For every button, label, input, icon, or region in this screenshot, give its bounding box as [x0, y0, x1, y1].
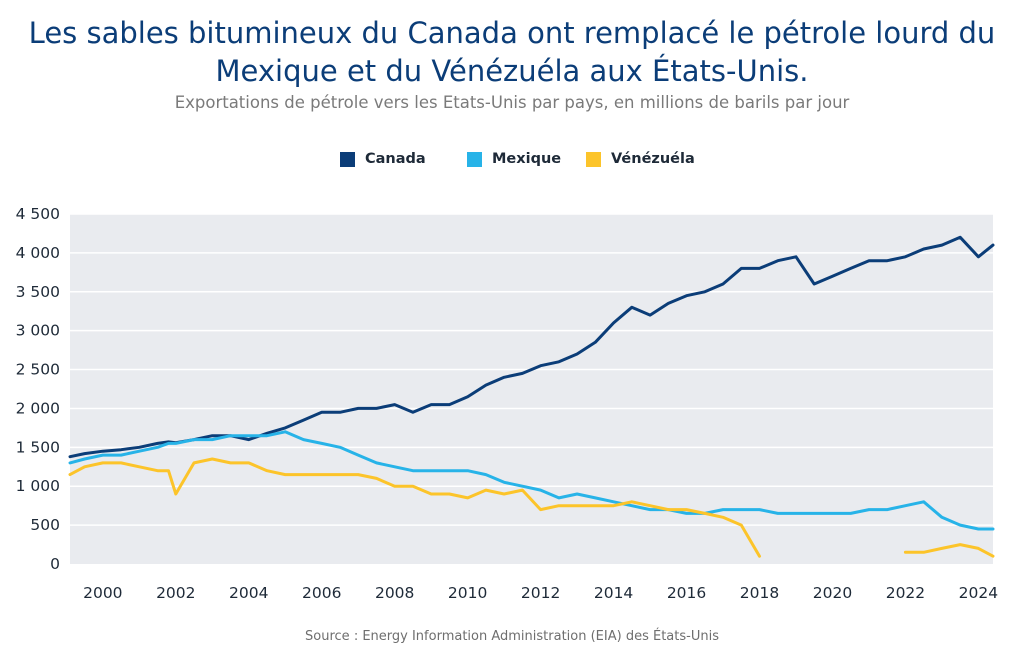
source-note: Source : Energy Information Administrati…: [305, 629, 719, 644]
chart-subtitle: Exportations de pétrole vers les Etats-U…: [174, 93, 850, 112]
y-tick-label: 3 500: [16, 283, 60, 301]
chart-legend: Canada Mexique Vénézuéla: [0, 148, 1024, 170]
legend-swatch-mexique: [467, 151, 482, 167]
legend-label-mexique: Mexique: [492, 151, 562, 167]
y-tick-label: 2 500: [16, 361, 60, 379]
x-tick-label: 2016: [667, 584, 706, 602]
legend-label-canada: Canada: [365, 151, 426, 167]
y-tick-label: 1 500: [16, 438, 60, 456]
y-tick-label: 1 000: [16, 477, 60, 495]
legend-item-venezuela: Vénézuéla: [586, 148, 695, 170]
x-tick-label: 2012: [521, 584, 560, 602]
legend-swatch-canada: [340, 151, 355, 167]
series-line-venezuela: [68, 457, 995, 558]
x-tick-label: 2022: [886, 584, 925, 602]
y-tick-label: 3 000: [16, 322, 60, 340]
series-line-mexique: [68, 430, 995, 531]
x-tick-label: 2020: [813, 584, 852, 602]
x-tick-label: 2000: [83, 584, 122, 602]
y-tick-label: 4 000: [16, 244, 60, 262]
y-tick-label: 500: [30, 516, 60, 534]
legend-item-mexique: Mexique: [467, 148, 561, 170]
chart-title: Les sables bitumineux du Canada ont remp…: [0, 14, 1024, 90]
x-tick-label: 2014: [594, 584, 633, 602]
x-tick-label: 2006: [302, 584, 341, 602]
x-tick-label: 2004: [229, 584, 268, 602]
series-line-canada: [68, 235, 995, 459]
legend-label-venezuela: Vénézuéla: [611, 151, 695, 167]
x-tick-label: 2024: [959, 584, 998, 602]
legend-item-canada: Canada: [340, 148, 426, 170]
x-tick-label: 2002: [156, 584, 195, 602]
y-tick-label: 0: [50, 555, 60, 573]
y-tick-label: 2 000: [16, 399, 60, 417]
x-tick-label: 2018: [740, 584, 779, 602]
x-tick-label: 2010: [448, 584, 487, 602]
y-tick-label: 4 500: [16, 205, 60, 223]
x-tick-label: 2008: [375, 584, 414, 602]
legend-swatch-venezuela: [586, 151, 601, 167]
chart-title-line-1: Les sables bitumineux du Canada ont remp…: [28, 16, 996, 50]
chart-title-line-2: Mexique et du Vénézuéla aux États-Unis.: [215, 54, 809, 88]
